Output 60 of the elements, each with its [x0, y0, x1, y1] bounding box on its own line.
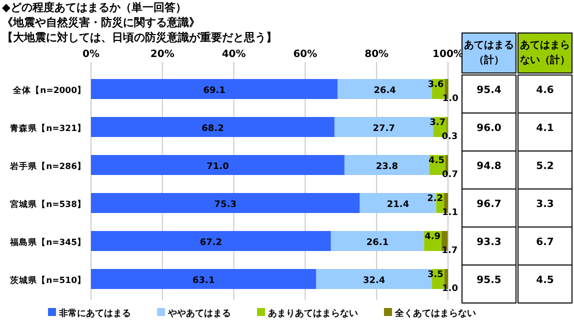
- data-label: 75.3: [214, 200, 237, 210]
- text: 【大地震に対しては、日頃の防災意識が重要だと思う】: [2, 31, 277, 44]
- bar: [91, 117, 334, 137]
- bar: [330, 231, 424, 251]
- y-tick-label: 福島県【n=345】: [9, 237, 86, 248]
- text: 96.7: [476, 199, 502, 210]
- text: 4.6: [536, 85, 554, 96]
- data-label: 1.7: [442, 246, 458, 256]
- legend-label: 非常にあてはまる: [58, 308, 131, 319]
- bar: [91, 79, 338, 99]
- data-label: 0.3: [442, 132, 458, 142]
- data-label: 26.1: [366, 238, 389, 248]
- y-tick-label: 茨城県【n=510】: [9, 275, 86, 286]
- x-tick-label: 20%: [150, 49, 174, 60]
- text: 93.3: [476, 237, 502, 248]
- text: 95.5: [476, 275, 502, 286]
- chart-subtitle: 《地震や自然災害・防災に関する意識》: [2, 16, 200, 29]
- x-tick-label: 40%: [222, 49, 246, 60]
- data-label: 1.0: [442, 284, 458, 294]
- text: 96.0: [476, 123, 502, 134]
- bar: [91, 155, 344, 175]
- chart-title: ◆どの程度あてはまるか（単一回答）: [2, 1, 186, 14]
- data-label: 68.2: [202, 124, 224, 134]
- text: 94.8: [476, 161, 502, 172]
- category-label: あてはまらない（計）: [520, 40, 570, 66]
- text: 4.5: [536, 275, 554, 286]
- x-tick-label: 100%: [432, 49, 464, 60]
- bar: [344, 155, 430, 175]
- legend-label: ややあてはまる: [167, 309, 231, 319]
- legend-label: あまりあてはまらない: [268, 309, 358, 319]
- bar: [91, 231, 331, 251]
- data-label: 21.4: [386, 200, 410, 210]
- x-tick-label: 60%: [293, 49, 318, 60]
- text: 6.7: [536, 237, 554, 248]
- category-label: あてはまる（計）: [464, 40, 514, 66]
- data-label: 32.4: [362, 276, 386, 286]
- x-tick-label: 80%: [364, 49, 389, 60]
- text: 95.4: [476, 85, 502, 96]
- data-label: 26.4: [374, 86, 396, 96]
- y-tick-label: 宮城県【n=538】: [10, 199, 86, 210]
- data-label: 23.8: [376, 162, 398, 172]
- data-label: 1.0: [442, 94, 458, 104]
- data-label: 27.7: [372, 124, 396, 134]
- x-tick-label: 0%: [82, 49, 100, 60]
- data-label: 71.0: [206, 162, 229, 172]
- data-label: 1.1: [442, 208, 458, 218]
- text: 5.2: [536, 161, 554, 172]
- y-tick-label: 岩手県【n=286】: [9, 161, 86, 172]
- bar: [91, 269, 316, 289]
- data-label: 0.7: [442, 170, 458, 180]
- y-tick-label: 青森県【n=321】: [9, 123, 86, 134]
- text: 3.3: [536, 199, 554, 210]
- data-label: 63.1: [192, 276, 215, 286]
- legend-label: 全くあてはまらない: [394, 308, 476, 319]
- bar: [91, 193, 360, 213]
- y-tick-label: 全体【n=2000】: [12, 85, 86, 96]
- data-label: 67.2: [200, 238, 222, 248]
- data-label: 4.9: [424, 232, 441, 242]
- data-label: 69.1: [203, 86, 226, 96]
- text: 4.1: [536, 123, 554, 134]
